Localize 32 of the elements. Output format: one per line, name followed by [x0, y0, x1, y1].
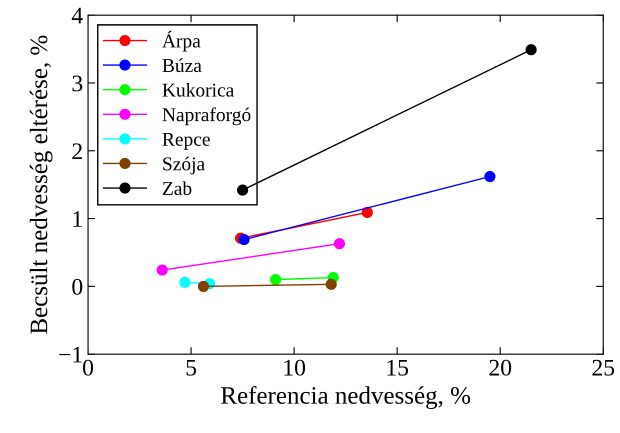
legend-label: Búza: [162, 58, 202, 72]
legend-label: Zab: [162, 181, 192, 196]
point: [237, 184, 248, 196]
point: [334, 238, 346, 250]
x-axis-title: Referencia nedvesség, %: [221, 386, 470, 410]
x-tick-label: 25: [592, 360, 614, 376]
y-axis-title: Becsült nedvesség eltérése, %: [30, 36, 53, 334]
y-tick-label: 2: [72, 143, 82, 159]
x-tick-label: 20: [489, 360, 512, 376]
point: [362, 206, 373, 218]
point: [156, 264, 168, 276]
point: [198, 280, 210, 292]
x-tick-label: 10: [284, 360, 306, 376]
x-tick-label: 0: [83, 360, 94, 376]
x-tick-label: 5: [186, 360, 196, 376]
point: [179, 276, 190, 288]
y-tick-label: 3: [72, 76, 82, 92]
y-tick-label: 1: [73, 211, 82, 227]
legend-label: Szója: [163, 156, 205, 174]
y-tick-label: 4: [72, 8, 83, 24]
legend-label: Napraforgó: [162, 107, 250, 126]
point: [326, 278, 337, 290]
point: [270, 274, 282, 286]
legend-label: Repce: [162, 132, 210, 150]
y-tick-label: −1: [59, 346, 82, 362]
point: [526, 44, 537, 56]
point: [484, 170, 496, 182]
y-tick-label: 0: [72, 278, 82, 295]
x-tick-label: 15: [387, 360, 408, 376]
legend-label: Árpa: [162, 30, 201, 52]
legend-label: Kukorica: [162, 82, 234, 97]
point: [238, 234, 250, 246]
